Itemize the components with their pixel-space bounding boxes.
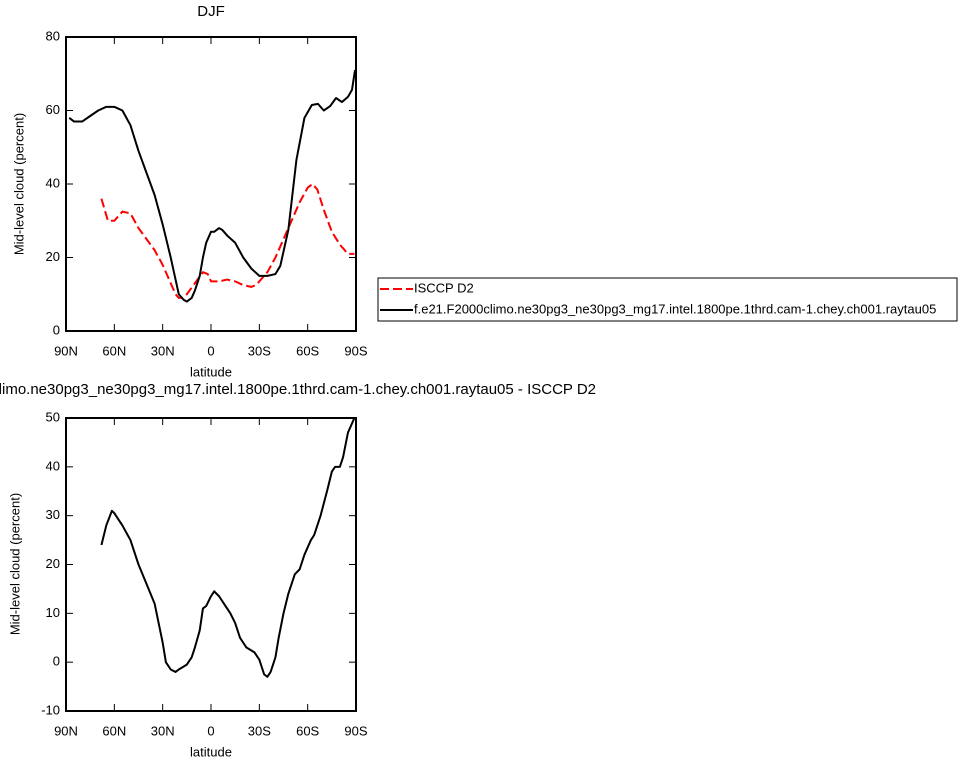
x-axis-label: latitude: [190, 364, 232, 379]
y-axis-label: Mid-level cloud (percent): [7, 493, 22, 635]
x-tick-label: 60S: [296, 723, 319, 738]
plot-frame: [65, 417, 357, 712]
y-tick-label: 20: [46, 249, 60, 264]
y-tick-label: 50: [46, 409, 60, 424]
y-tick-label: 10: [46, 605, 60, 620]
y-tick-label: -10: [41, 702, 60, 717]
chart-title: f.e21.F2000climo.ne30pg3_ne30pg3_mg17.in…: [0, 381, 596, 398]
y-tick-label: 30: [46, 507, 60, 522]
y-tick-label: 20: [46, 556, 60, 571]
x-tick-label: 30S: [248, 723, 271, 738]
y-tick-label: 0: [53, 654, 60, 669]
data-line: [100, 417, 356, 678]
data-line: [68, 69, 357, 303]
y-tick-label: 40: [46, 175, 60, 190]
x-tick-label: 30N: [151, 723, 175, 738]
legend-label: f.e21.F2000climo.ne30pg3_ne30pg3_mg17.in…: [414, 301, 936, 316]
y-axis-label: Mid-level cloud (percent): [11, 113, 26, 255]
x-tick-label: 60N: [102, 723, 126, 738]
y-tick-label: 60: [46, 102, 60, 117]
x-tick-label: 90S: [344, 723, 367, 738]
x-tick-label: 0: [207, 343, 214, 358]
x-tick-label: 30S: [248, 343, 271, 358]
x-tick-label: 90S: [344, 343, 367, 358]
x-tick-label: 90N: [54, 723, 78, 738]
plot-frame: [65, 36, 357, 332]
y-tick-label: 40: [46, 458, 60, 473]
y-tick-label: 80: [46, 28, 60, 43]
x-tick-label: 90N: [54, 343, 78, 358]
x-tick-label: 0: [207, 723, 214, 738]
legend-label: ISCCP D2: [414, 280, 474, 295]
chart-title: DJF: [197, 3, 225, 20]
x-tick-label: 60N: [102, 343, 126, 358]
x-tick-label: 60S: [296, 343, 319, 358]
x-axis-label: latitude: [190, 744, 232, 759]
y-tick-label: 0: [53, 322, 60, 337]
data-line: [100, 183, 355, 299]
legend-box: [377, 277, 958, 322]
x-tick-label: 30N: [151, 343, 175, 358]
